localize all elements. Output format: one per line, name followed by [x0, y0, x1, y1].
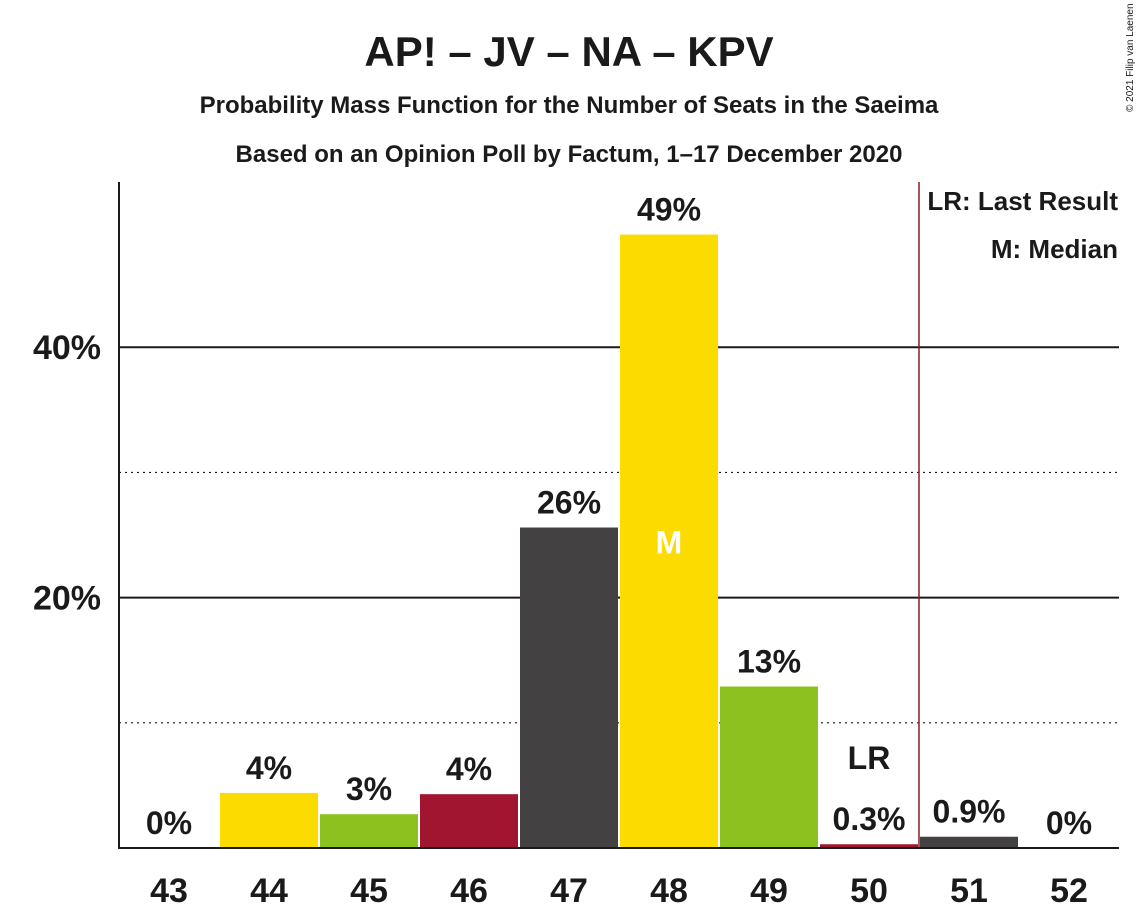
data-labels: 0% 4% 3% 4% 26% 49% M 13% 0.3% LR 0.9% 0%	[146, 182, 1092, 848]
bars	[220, 234, 1018, 848]
value-label-52: 0%	[1046, 805, 1092, 841]
x-tick-labels: 43 44 45 46 47 48 49 50 51 52	[150, 872, 1088, 910]
bar-45	[320, 814, 418, 848]
gridlines	[119, 346, 1119, 724]
bar-46	[420, 794, 518, 848]
value-label-43: 0%	[146, 805, 192, 841]
chart-subtitle-2: Based on an Opinion Poll by Factum, 1–17…	[236, 141, 903, 168]
value-label-47: 26%	[537, 485, 601, 521]
y-tick-label: 20%	[33, 580, 101, 618]
x-tick-label-48: 48	[650, 872, 688, 910]
value-label-44: 4%	[246, 750, 292, 786]
value-label-51: 0.9%	[933, 794, 1006, 830]
legend-last-result: LR: Last Result	[927, 186, 1118, 216]
value-label-50: 0.3%	[833, 801, 906, 837]
y-tick-label: 40%	[33, 329, 101, 367]
bar-50	[820, 844, 918, 848]
x-tick-label-49: 49	[750, 872, 788, 910]
bar-48	[620, 234, 718, 848]
copyright-note: © 2021 Filip van Laenen	[1125, 3, 1136, 112]
bar-51	[920, 836, 1018, 848]
x-tick-label-45: 45	[350, 872, 388, 910]
bar-47	[520, 527, 618, 848]
bar-44	[220, 792, 318, 848]
chart-subtitle: Probability Mass Function for the Number…	[200, 92, 939, 119]
last-result-marker: LR	[848, 740, 891, 776]
x-tick-label-43: 43	[150, 872, 188, 910]
x-tick-label-47: 47	[550, 872, 588, 910]
chart-title: AP! – JV – NA – KPV	[364, 28, 773, 75]
bar-49	[720, 686, 818, 848]
median-marker: M	[656, 524, 683, 560]
value-label-45: 3%	[346, 771, 392, 807]
x-tick-label-44: 44	[250, 872, 288, 910]
y-tick-labels: 20% 40%	[33, 329, 101, 617]
x-tick-label-51: 51	[950, 872, 988, 910]
value-label-46: 4%	[446, 751, 492, 787]
x-tick-label-52: 52	[1050, 872, 1088, 910]
x-tick-label-46: 46	[450, 872, 488, 910]
value-label-48: 49%	[637, 192, 701, 228]
value-label-49: 13%	[737, 644, 801, 680]
x-tick-label-50: 50	[850, 872, 888, 910]
legend-median: M: Median	[991, 234, 1118, 264]
